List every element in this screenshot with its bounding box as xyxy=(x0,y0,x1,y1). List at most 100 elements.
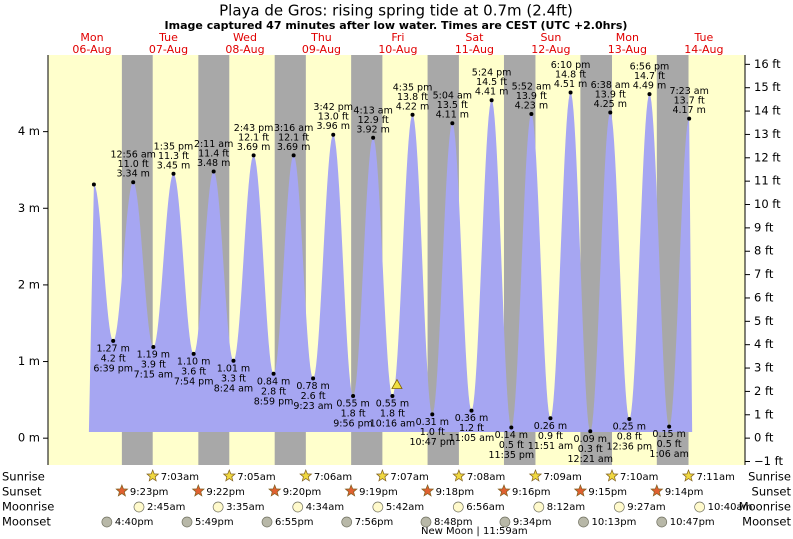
tide-label: 11:35 pm xyxy=(488,450,534,461)
tide-point xyxy=(608,110,613,115)
tide-label: 4:35 pm xyxy=(393,82,433,93)
tide-label: 3.69 m xyxy=(277,142,310,153)
y2-tick-label: 3 ft xyxy=(754,361,774,375)
tide-label: 13.5 ft xyxy=(437,100,468,111)
y2-tick-label: 12 ft xyxy=(754,150,781,164)
tide-label: 0.3 ft xyxy=(578,444,603,455)
day-date: 10-Aug xyxy=(378,43,417,56)
moon-icon xyxy=(533,501,545,513)
tide-label: 3.45 m xyxy=(157,160,190,171)
tide-point xyxy=(151,344,156,349)
event-time: 10:13pm xyxy=(591,517,636,528)
tide-label: 12:36 pm xyxy=(606,442,652,453)
moon-icon xyxy=(656,516,668,528)
day-name: Tue xyxy=(158,31,178,44)
day-date: 14-Aug xyxy=(684,43,723,56)
sun-icon xyxy=(268,484,282,497)
tide-point xyxy=(91,182,96,187)
tide-point xyxy=(509,425,514,430)
tide-label: 4.51 m xyxy=(554,79,587,90)
tide-label: 3.92 m xyxy=(356,124,389,135)
tide-label: 0.5 ft xyxy=(657,439,682,450)
tide-label: 0.84 m xyxy=(257,376,290,387)
event-time: 9:18pm xyxy=(436,487,475,498)
chart-subtitle: Image captured 47 minutes after low wate… xyxy=(165,19,628,32)
tide-point xyxy=(390,394,395,399)
tide-label: 11:51 am xyxy=(528,441,573,452)
tide-label: 4.23 m xyxy=(515,101,548,112)
tide-label: 0.55 m xyxy=(336,399,369,410)
tide-label: 13.0 ft xyxy=(318,112,349,123)
moon-icon xyxy=(452,501,464,513)
tide-label: 1.01 m xyxy=(217,363,250,374)
day-name: Mon xyxy=(616,31,639,44)
event-time: 2:45am xyxy=(147,502,185,513)
tide-label: 0.15 m xyxy=(652,429,685,440)
tide-label: 5:24 pm xyxy=(472,68,512,79)
tide-point xyxy=(687,116,692,121)
tide-label: 0.78 m xyxy=(296,381,329,392)
moon-icon xyxy=(372,501,384,513)
event-time: 6:56am xyxy=(466,502,504,513)
tide-label: 6:38 am xyxy=(591,80,630,91)
tide-label: 8:24 am xyxy=(214,383,253,394)
tide-label: 9:23 am xyxy=(293,401,332,412)
y2-tick-label: 9 ft xyxy=(754,220,774,234)
day-name: Mon xyxy=(80,31,103,44)
y2-tick-label: 7 ft xyxy=(754,267,774,281)
event-row-label: Moonrise xyxy=(739,500,791,514)
sun-icon xyxy=(375,469,390,482)
y2-tick-label: 1 ft xyxy=(754,407,774,421)
tide-label: 0.09 m xyxy=(574,434,607,445)
tide-label: 3.48 m xyxy=(197,158,230,169)
tide-label: 7:54 pm xyxy=(174,376,214,387)
y2-tick-label: 0 ft xyxy=(754,431,774,445)
y-tick-label: 0 m xyxy=(18,431,40,445)
tide-label: 0.8 ft xyxy=(617,432,642,443)
tide-point xyxy=(311,376,316,381)
y-tick-label: 4 m xyxy=(18,124,40,138)
event-time: 7:09am xyxy=(543,472,581,483)
event-time: 9:14pm xyxy=(665,487,704,498)
day-name: Thu xyxy=(310,31,332,44)
day-name: Wed xyxy=(233,31,257,44)
tide-label: 2.8 ft xyxy=(261,386,286,397)
y-tick-label: 1 m xyxy=(18,354,40,368)
tide-point xyxy=(667,424,672,429)
tide-label: 3.9 ft xyxy=(141,359,166,370)
event-time: 9:34pm xyxy=(513,517,552,528)
event-time: 7:07am xyxy=(390,472,428,483)
y2-tick-label: 14 ft xyxy=(754,104,781,118)
event-time: 7:08am xyxy=(467,472,505,483)
tide-label: 11.0 ft xyxy=(118,159,149,170)
event-row-label: Moonset xyxy=(2,515,51,529)
tide-label: 1:06 am xyxy=(649,449,688,460)
tide-label: 3.96 m xyxy=(317,121,350,132)
y2-tick-label: 5 ft xyxy=(754,314,774,328)
event-time: 6:55pm xyxy=(275,517,314,528)
tide-label: 4.49 m xyxy=(633,81,666,92)
event-row-label: Moonrise xyxy=(2,500,54,514)
tide-label: 12.9 ft xyxy=(358,115,389,126)
moon-icon xyxy=(101,516,113,528)
tide-point xyxy=(489,98,494,103)
tide-label: 12.1 ft xyxy=(278,132,309,143)
tide-label: 14.7 ft xyxy=(634,71,665,82)
tide-point xyxy=(548,416,553,421)
tide-point xyxy=(647,92,652,97)
tide-label: 4.11 m xyxy=(436,110,469,121)
tide-label: 3.3 ft xyxy=(221,373,246,384)
tide-label: 4.17 m xyxy=(672,105,705,116)
event-time: 4:40pm xyxy=(115,517,154,528)
sun-icon xyxy=(146,469,160,482)
moon-icon xyxy=(499,516,511,528)
sun-icon xyxy=(573,484,588,497)
y2-tick-label: 4 ft xyxy=(754,337,774,351)
sun-icon xyxy=(222,469,236,482)
tide-point xyxy=(568,90,573,95)
moon-phase: New Moon | 11:59am xyxy=(421,526,528,537)
tide-label: 2:11 am xyxy=(194,139,233,150)
tide-label: 12.1 ft xyxy=(238,132,269,143)
y2-tick-label: 13 ft xyxy=(754,127,781,141)
